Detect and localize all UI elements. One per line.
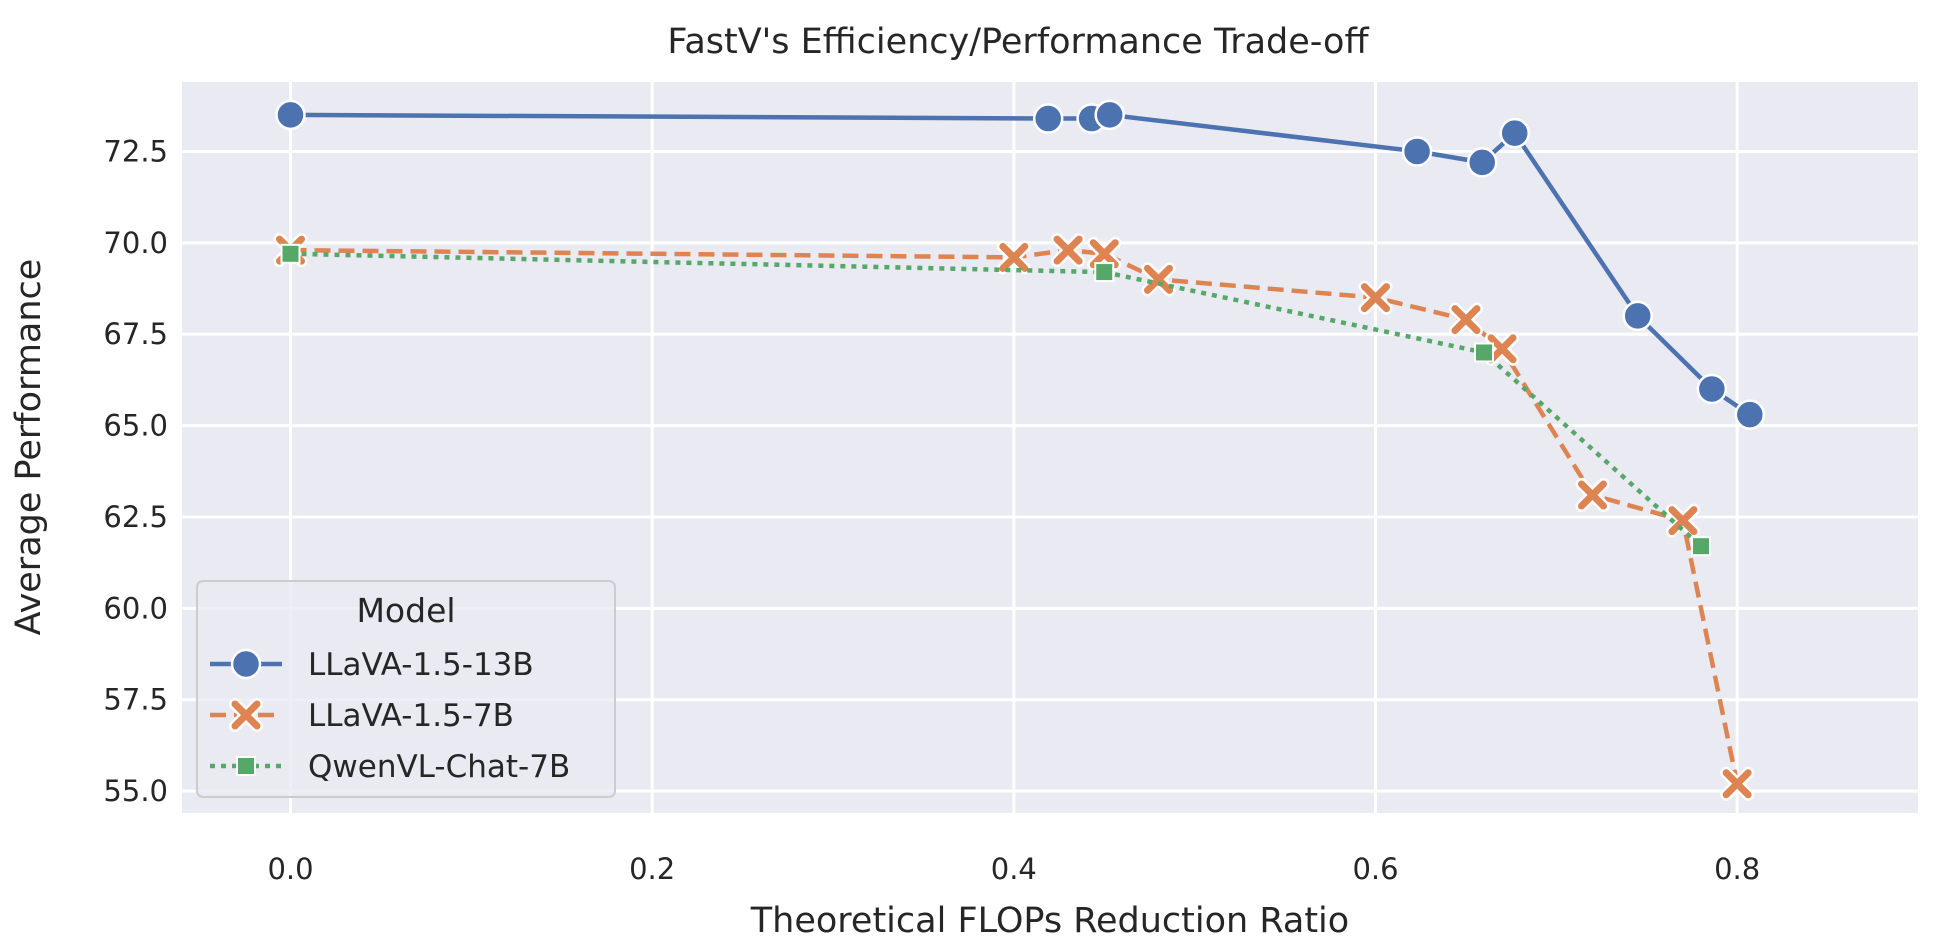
legend-items: LLaVA-1.5-13B LLaVA-1.5-7B QwenVL-Chat-7B [210, 647, 570, 785]
x-tick-label: 0.0 [267, 852, 313, 886]
legend-item-llava-1-5-13b: LLaVA-1.5-13B [210, 647, 534, 683]
x-tick-label: 0.2 [629, 852, 675, 886]
legend-label: LLaVA-1.5-13B [308, 647, 534, 683]
legend-item-qwenvl-chat-7b: QwenVL-Chat-7B [210, 749, 570, 785]
legend-label: QwenVL-Chat-7B [308, 749, 570, 785]
data-point-llava-1-5-7b [1141, 262, 1176, 297]
y-tick-label: 62.5 [103, 500, 168, 534]
data-point-qwenvl-chat-7b [280, 243, 301, 264]
data-point-llava-1-5-7b [1358, 280, 1393, 315]
data-point-llava-1-5-7b [1051, 233, 1086, 268]
series-layer [273, 99, 1766, 801]
y-tick-label: 72.5 [103, 134, 168, 168]
y-tick-label: 67.5 [103, 317, 168, 351]
series-line-qwenvl-chat-7b [290, 251, 1703, 548]
series-qwenvl-chat-7b [280, 243, 1711, 557]
chart-title: FastV's Efficiency/Performance Trade-off [667, 22, 1369, 62]
x-tick-label: 0.4 [991, 852, 1037, 886]
y-tick-label: 65.0 [103, 409, 168, 443]
data-point-llava-1-5-13b [1696, 373, 1728, 405]
data-point-llava-1-5-13b [1499, 117, 1530, 149]
data-point-llava-1-5-7b [1720, 766, 1755, 801]
x-tick-label: 0.6 [1352, 852, 1398, 886]
legend-label: LLaVA-1.5-7B [308, 698, 514, 734]
data-point-llava-1-5-13b [1032, 103, 1064, 134]
legend-item-llava-1-5-7b: LLaVA-1.5-7B [210, 698, 514, 734]
data-point-llava-1-5-7b [1485, 331, 1520, 366]
data-point-llava-1-5-13b [1734, 399, 1766, 430]
data-point-llava-1-5-7b [996, 240, 1031, 275]
y-axis-ticks: 55.0 57.5 60.0 62.5 65.0 67.5 70.0 72.5 [103, 134, 168, 808]
legend-box [196, 580, 616, 798]
data-point-qwenvl-chat-7b [1474, 342, 1494, 363]
legend-title: Model [356, 591, 455, 630]
data-point-llava-1-5-13b [1094, 99, 1125, 131]
data-point-llava-1-5-13b [1622, 300, 1653, 332]
data-point-llava-1-5-7b [1087, 236, 1122, 271]
y-tick-label: 60.0 [103, 591, 168, 625]
data-point-llava-1-5-13b [1401, 136, 1433, 167]
y-tick-label: 70.0 [103, 226, 168, 260]
x-tick-label: 0.8 [1714, 852, 1760, 886]
legend-marker [236, 756, 256, 776]
legend-marker [229, 698, 263, 732]
x-axis-label: Theoretical FLOPs Reduction Ratio [750, 901, 1349, 941]
y-tick-label: 57.5 [103, 683, 168, 717]
series-line-llava-1-5-13b [290, 112, 1752, 417]
data-point-qwenvl-chat-7b [1094, 262, 1115, 283]
x-axis-ticks: 0.0 0.2 0.4 0.6 0.8 [267, 852, 1760, 886]
data-point-qwenvl-chat-7b [1691, 536, 1711, 557]
data-point-llava-1-5-13b [1466, 147, 1498, 178]
data-point-llava-1-5-7b [1575, 478, 1610, 513]
data-point-llava-1-5-7b [1448, 302, 1483, 337]
y-axis-label: Average Performance [9, 259, 49, 636]
series-llava-1-5-13b [275, 99, 1766, 430]
legend: Model LLaVA-1.5-13B LLaVA-1.5-7B QwenVL-Ch… [196, 580, 616, 798]
legend-marker [230, 648, 262, 680]
data-point-llava-1-5-7b [1665, 503, 1700, 538]
y-tick-label: 55.0 [103, 774, 168, 808]
data-point-llava-1-5-13b [275, 99, 306, 131]
